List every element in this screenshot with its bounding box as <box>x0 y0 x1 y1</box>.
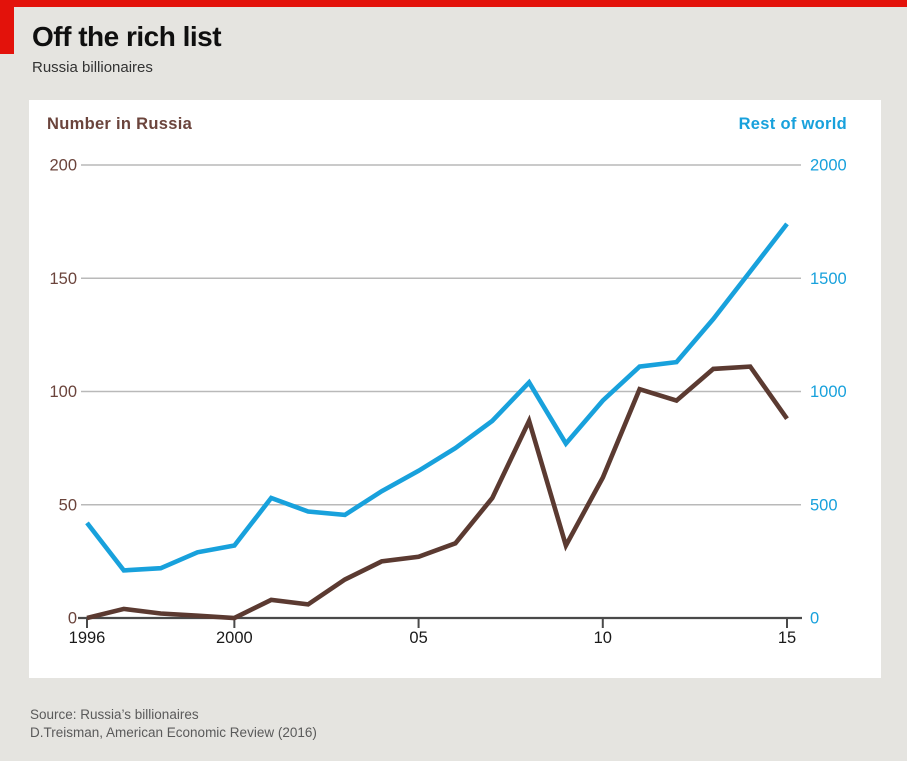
left-axis-tick-label: 200 <box>49 157 77 175</box>
source-line-1: Source: Russia’s billionaires <box>30 707 199 722</box>
right-axis-tick-label: 0 <box>810 610 819 628</box>
right-axis-tick-label: 2000 <box>810 157 847 175</box>
series-line-rest-of-world <box>85 222 789 573</box>
x-axis-tick-label: 1996 <box>69 629 106 647</box>
chart-panel: 1996 2000 05 10 15 0 50 100 150 200 0 500 1000 1500 20… <box>29 100 881 678</box>
x-axis-tick-label: 10 <box>594 629 612 647</box>
x-axis-tick-label: 05 <box>409 629 427 647</box>
left-axis-tick-label: 100 <box>49 383 77 401</box>
series-line-number-in-russia <box>86 364 789 621</box>
x-axis-tick-label: 15 <box>778 629 796 647</box>
top-accent-bar <box>0 0 907 7</box>
right-axis-tick-label: 1500 <box>810 270 847 288</box>
left-axis-tick-label: 50 <box>59 496 77 514</box>
left-axis-title: Number in Russia <box>47 115 193 133</box>
right-axis-tick-label: 500 <box>810 496 838 514</box>
source-note: Source: Russia’s billionaires D.Treisman… <box>30 706 317 741</box>
page-title: Off the rich list <box>32 21 222 52</box>
x-axis-tick-label: 2000 <box>216 629 253 647</box>
left-axis-tick-label: 150 <box>49 270 77 288</box>
right-axis-title: Rest of world <box>739 115 847 133</box>
left-axis-tick-label: 0 <box>68 610 77 628</box>
source-line-2: D.Treisman, American Economic Review (20… <box>30 724 317 740</box>
red-tab <box>0 7 14 54</box>
right-axis-tick-label: 1000 <box>810 383 847 401</box>
page-subtitle: Russia billionaires <box>32 59 153 76</box>
chart-canvas: 1996 2000 05 10 1505010015020005001000150020… <box>47 115 847 647</box>
